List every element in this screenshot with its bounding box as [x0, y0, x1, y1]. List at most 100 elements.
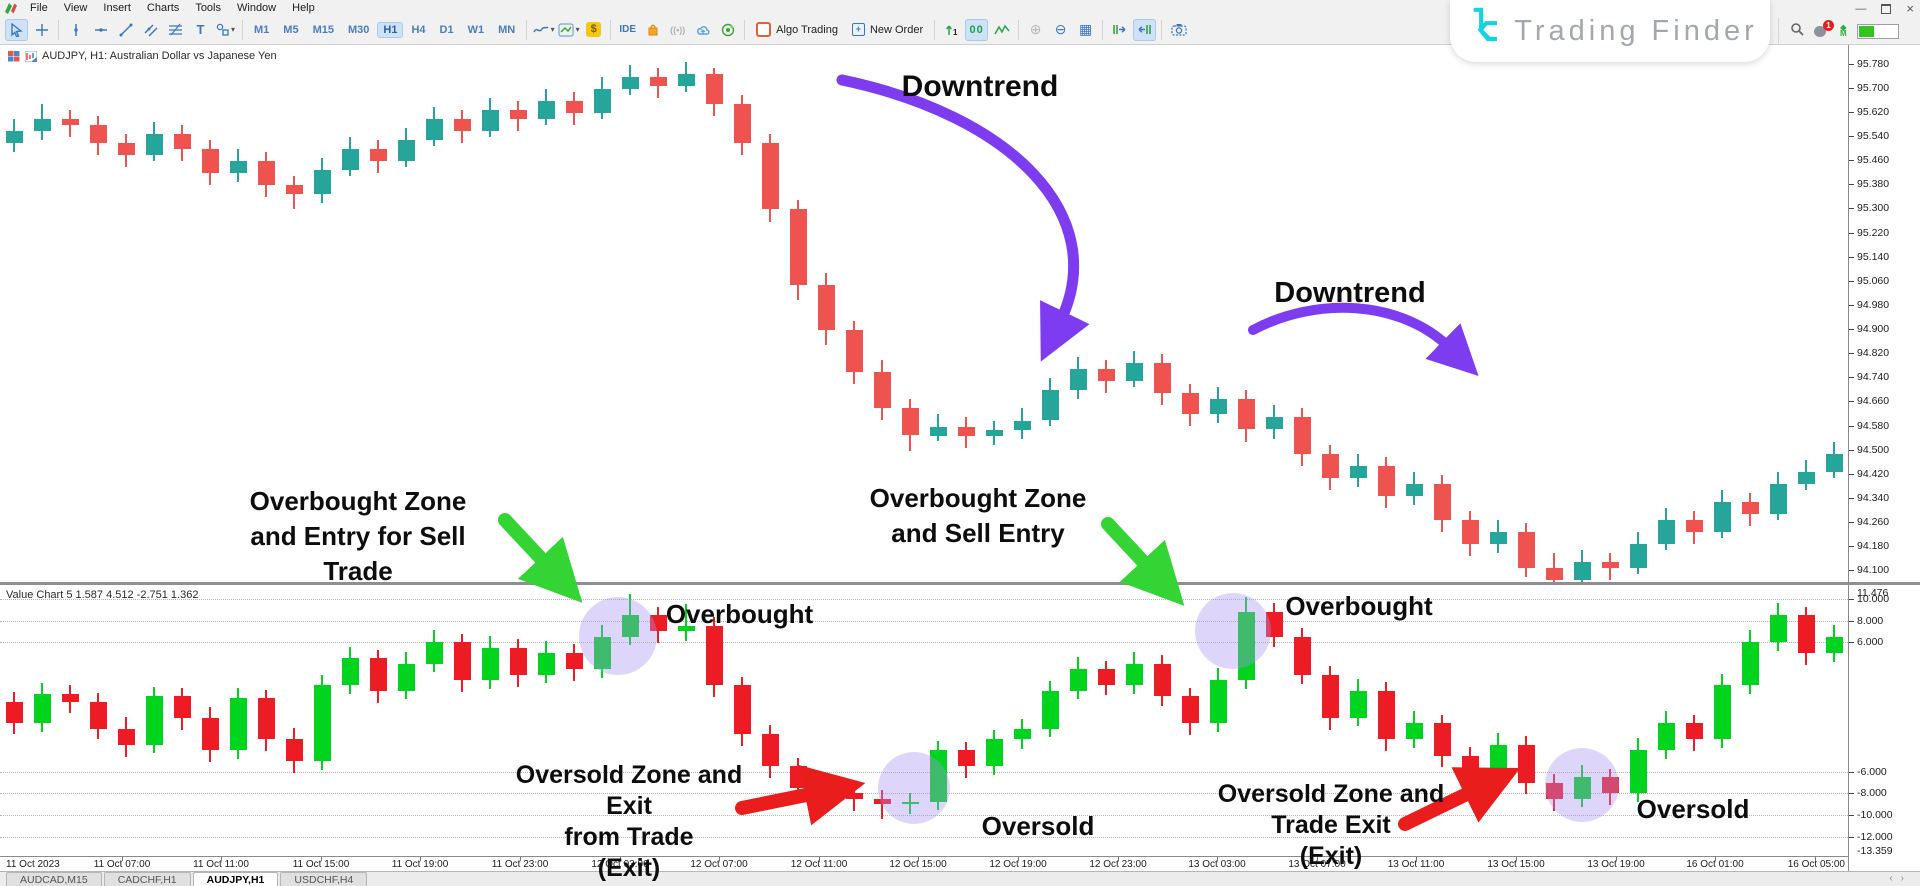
quotes-button[interactable]: 00 [965, 18, 989, 41]
candle [649, 615, 667, 632]
candle [453, 118, 471, 131]
crosshair-tool-button[interactable] [30, 19, 53, 41]
tab-scroll-left[interactable]: ‹ [1889, 873, 1901, 884]
candle [89, 701, 107, 729]
timeframe-M5[interactable]: M5 [283, 23, 299, 36]
fibonacci-tool-button[interactable] [164, 19, 187, 41]
candle [901, 802, 919, 805]
mql5-icon[interactable]: ◆ M [1840, 23, 1847, 38]
menu-charts[interactable]: Charts [146, 1, 180, 14]
vertical-line-tool-button[interactable] [64, 19, 87, 41]
candle [1545, 568, 1563, 581]
overbought-oversold-level [0, 793, 1848, 795]
objects-button[interactable]: ▾ [557, 19, 580, 41]
overbought-oversold-level [0, 815, 1848, 816]
dollar-button[interactable]: $ [582, 19, 605, 41]
timeframe-M30[interactable]: M30 [347, 23, 370, 36]
auto-scroll-button[interactable] [1108, 19, 1131, 41]
candle [1153, 663, 1171, 697]
timeframe-W1[interactable]: W1 [467, 23, 485, 36]
depth-of-market-button[interactable] [990, 19, 1013, 41]
search-icon[interactable] [1790, 22, 1804, 41]
timeframe-M15[interactable]: M15 [312, 23, 334, 36]
menu-window[interactable]: Window [237, 1, 277, 14]
price-label: 94.740 [1849, 371, 1889, 383]
cloud-button[interactable] [691, 19, 714, 41]
tile-windows-button[interactable]: ▦ [1079, 21, 1093, 37]
tab-usdchf-h4[interactable]: USDCHF,H4 [280, 872, 368, 886]
timeframe-D1[interactable]: D1 [439, 23, 454, 36]
menu-tools[interactable]: Tools [195, 1, 221, 14]
candle [873, 372, 891, 409]
objects-dropdown-caret[interactable]: ▾ [575, 25, 580, 34]
price-label: 94.180 [1849, 540, 1889, 552]
minimize-button[interactable]: — [1855, 2, 1867, 15]
channel-tool-button[interactable] [139, 19, 162, 41]
ide-button[interactable]: IDE [619, 24, 636, 35]
price-label: 95.140 [1849, 251, 1889, 263]
tab-cadchf-h1[interactable]: CADCHF,H1 [103, 872, 191, 886]
candle [229, 161, 247, 174]
text-tool-button[interactable]: T [196, 22, 205, 37]
timeframe-H4[interactable]: H4 [411, 23, 426, 36]
chart-shift-button[interactable] [1133, 18, 1157, 41]
overbought-oversold-level [0, 599, 1848, 600]
tab-audcad-m15[interactable]: AUDCAD,M15 [6, 872, 102, 886]
close-button[interactable]: × [1906, 1, 1914, 16]
mt5-logo-icon [4, 2, 18, 14]
indicator-panel[interactable] [0, 585, 1848, 856]
horizontal-line-tool-button[interactable] [89, 19, 112, 41]
menu-view[interactable]: View [63, 1, 88, 14]
timeframe-MN[interactable]: MN [498, 23, 516, 36]
trendline-tool-button[interactable] [114, 19, 137, 41]
candle [1153, 363, 1171, 394]
menu-insert[interactable]: Insert [103, 1, 131, 14]
tab-audjpy-h1[interactable]: AUDJPY,H1 [192, 872, 279, 886]
zoom-in-button[interactable]: ⊕ [1029, 21, 1042, 37]
price-axis[interactable]: 95.780 95.700 95.620 95.540 95.460 95.380 95.3… [1848, 44, 1920, 871]
timeframe-H1[interactable]: H1 [377, 21, 404, 38]
signals-icon[interactable]: ((•)) [670, 24, 686, 35]
shapes-dropdown-caret[interactable]: ▾ [230, 25, 235, 34]
menu-bar: File View Insert Charts Tools Window Help [0, 0, 1920, 15]
downtrend-arrow-1 [836, 74, 1090, 362]
tab-scroll-arrows[interactable]: ‹› [1889, 873, 1912, 884]
time-label: 12 Oct 19:00 [989, 859, 1047, 870]
candle [1741, 501, 1759, 514]
time-label: 13 Oct 03:00 [1188, 859, 1246, 870]
candle [145, 134, 163, 156]
new-order-button[interactable]: + New Order [846, 19, 929, 41]
indicators-dropdown-caret[interactable]: ▾ [550, 25, 555, 34]
shapes-tool-button[interactable]: ▾ [214, 19, 237, 41]
notifications-icon[interactable]: 1 [1814, 20, 1834, 38]
time-tick [221, 857, 222, 861]
candle [1769, 615, 1787, 643]
candle [593, 88, 611, 113]
candle [1069, 669, 1087, 691]
candle [33, 694, 51, 724]
candle [1517, 532, 1535, 569]
tab-scroll-right[interactable]: › [1900, 873, 1912, 884]
candle [1825, 636, 1843, 653]
chart-tabs-bar: AUDCAD,M15 CADCHF,H1 AUDJPY,H1 USDCHF,H4 [0, 871, 1920, 886]
algo-trading-button[interactable]: Algo Trading [750, 19, 844, 41]
candle [1405, 483, 1423, 496]
menu-help[interactable]: Help [292, 1, 315, 14]
community-button[interactable] [716, 19, 739, 41]
zoom-out-button[interactable]: ⊖ [1054, 21, 1067, 37]
menu-file[interactable]: File [30, 1, 48, 14]
main-chart-panel[interactable] [0, 44, 1848, 583]
cursor-tool-button[interactable] [5, 18, 28, 41]
candle [985, 429, 1003, 436]
indicator-axis-label: 10.000 [1849, 593, 1889, 605]
restore-button[interactable] [1881, 3, 1892, 14]
chart-icon-1 [8, 50, 20, 62]
market-button[interactable] [641, 19, 664, 41]
price-label: 94.260 [1849, 516, 1889, 528]
tick-chart-button[interactable]: 1 [940, 19, 963, 41]
timeframe-M1[interactable]: M1 [254, 23, 270, 36]
indicators-button[interactable]: ▾ [532, 19, 555, 41]
panel-separator[interactable] [0, 582, 1920, 585]
screenshot-button[interactable] [1167, 19, 1190, 41]
time-axis[interactable]: 11 Oct 2023 11 Oct 07:00 11 Oct 11:00 11 Oc… [0, 856, 1848, 872]
